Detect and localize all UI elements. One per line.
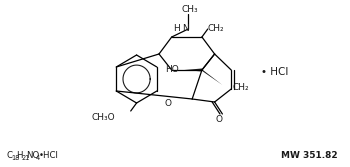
Text: H: H	[16, 151, 23, 160]
Text: 18: 18	[12, 154, 20, 160]
Text: NO: NO	[26, 151, 40, 160]
Text: CH₂: CH₂	[232, 82, 249, 92]
Text: CH₃: CH₃	[182, 5, 198, 14]
Text: •HCl: •HCl	[39, 151, 59, 160]
Text: • HCl: • HCl	[261, 67, 289, 77]
Text: C: C	[7, 151, 13, 160]
Polygon shape	[184, 68, 202, 71]
Text: CH₂: CH₂	[207, 24, 224, 33]
Text: O: O	[216, 115, 223, 124]
Text: 21: 21	[21, 154, 30, 160]
Text: O: O	[165, 100, 172, 109]
Text: HO: HO	[165, 64, 178, 73]
Polygon shape	[201, 68, 222, 85]
Text: MW 351.82: MW 351.82	[281, 151, 337, 160]
Text: N: N	[182, 24, 189, 33]
Text: H: H	[173, 24, 180, 33]
Text: 4: 4	[36, 154, 40, 160]
Text: CH₃O: CH₃O	[92, 113, 115, 122]
